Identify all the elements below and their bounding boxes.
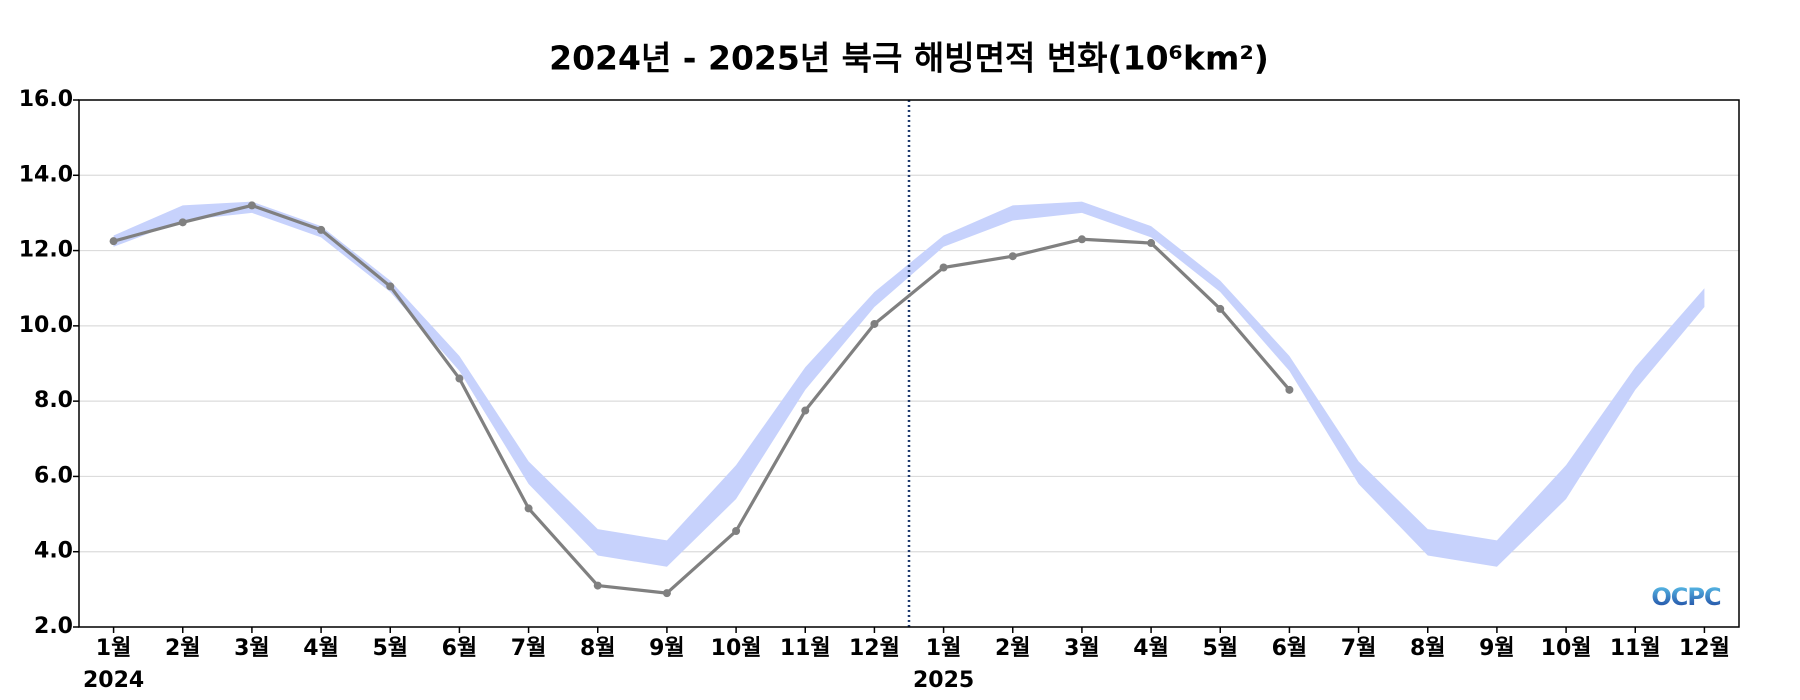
- chart-title: 2024년 - 2025년 북극 해빙면적 변화(10⁶km²): [549, 39, 1269, 78]
- x-tick-label: 4월: [303, 636, 339, 661]
- x-tick-label: 6월: [442, 636, 478, 661]
- y-tick-label: 2.0: [34, 614, 73, 639]
- x-tick-label: 9월: [1479, 636, 1515, 661]
- x-tick-label: 3월: [1064, 636, 1100, 661]
- year-label: 2025: [913, 668, 974, 693]
- data-point: [455, 374, 464, 383]
- x-tick-label: 2월: [165, 636, 201, 661]
- y-tick-label: 4.0: [34, 539, 73, 564]
- x-tick-label: 1월: [926, 636, 962, 661]
- data-point: [801, 406, 810, 415]
- y-tick-label: 12.0: [19, 238, 73, 263]
- x-tick-label: 8월: [580, 636, 616, 661]
- x-tick-label: 10월: [711, 636, 762, 661]
- y-tick-label: 6.0: [34, 463, 73, 488]
- x-tick-label: 11월: [780, 636, 831, 661]
- x-tick-label: 4월: [1133, 636, 1169, 661]
- x-tick-label: 5월: [1202, 636, 1238, 661]
- x-tick-label: 2월: [995, 636, 1031, 661]
- series-line: [113, 203, 1291, 595]
- y-tick-label: 16.0: [19, 87, 73, 112]
- data-point: [524, 504, 533, 513]
- x-tick-label: 3월: [234, 636, 270, 661]
- x-tick-label: 12월: [1679, 636, 1730, 661]
- x-tick-label: 11월: [1610, 636, 1661, 661]
- data-point: [386, 282, 395, 291]
- data-point: [109, 237, 118, 246]
- data-point: [939, 263, 948, 272]
- data-point: [870, 319, 879, 328]
- x-tick-label: 12월: [849, 636, 900, 661]
- data-point: [1077, 235, 1086, 244]
- data-point: [178, 218, 187, 227]
- data-point: [593, 581, 602, 590]
- data-point: [1285, 385, 1294, 394]
- x-tick-label: 5월: [372, 636, 408, 661]
- plot-frame: [78, 99, 1740, 628]
- data-point: [1216, 304, 1225, 313]
- y-tick-label: 8.0: [34, 388, 73, 413]
- data-point: [732, 527, 741, 536]
- y-tick-label: 14.0: [19, 162, 73, 187]
- data-point: [662, 589, 671, 598]
- logo: OCPC: [1651, 583, 1721, 611]
- y-tick-label: 10.0: [19, 313, 73, 338]
- range-band: [113, 201, 1705, 567]
- x-tick-label: 7월: [1341, 636, 1377, 661]
- data-point: [247, 201, 256, 210]
- x-tick-label: 6월: [1272, 636, 1308, 661]
- x-tick-label: 8월: [1410, 636, 1446, 661]
- data-point: [1008, 252, 1017, 261]
- x-tick-label: 9월: [649, 636, 685, 661]
- year-label: 2024: [83, 668, 144, 693]
- x-tick-label: 10월: [1541, 636, 1592, 661]
- x-tick-label: 1월: [96, 636, 132, 661]
- data-point: [1147, 239, 1156, 248]
- data-point: [317, 225, 326, 234]
- x-tick-label: 7월: [511, 636, 547, 661]
